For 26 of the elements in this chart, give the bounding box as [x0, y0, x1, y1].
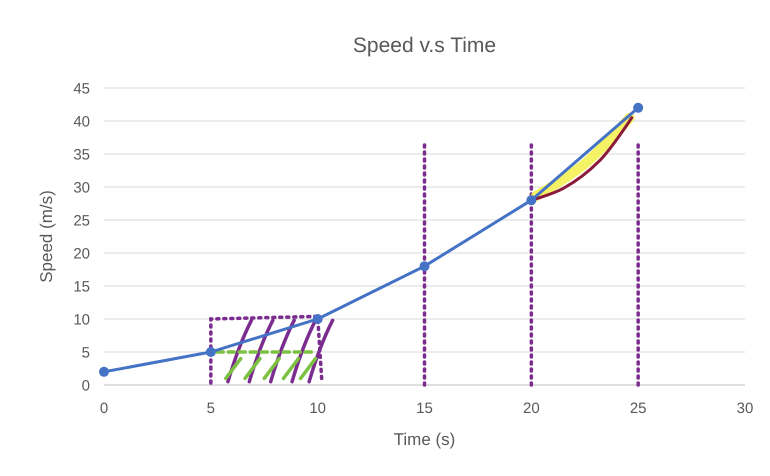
point: [206, 347, 216, 357]
chart-title: Speed v.s Time: [352, 34, 496, 57]
y-axis-title: Speed (m/s): [37, 190, 56, 283]
y-tick-label: 15: [73, 278, 90, 296]
y-tick-label: 25: [73, 212, 90, 230]
x-axis-title: Time (s): [394, 430, 456, 449]
x-tick-label: 25: [630, 400, 647, 417]
y-tick-label: 35: [73, 146, 90, 164]
y-tick-label: 20: [73, 245, 90, 262]
point: [633, 102, 644, 113]
x-tick-label: 10: [309, 400, 326, 417]
y-tick-label: 10: [73, 311, 90, 328]
y-tick-label: 30: [73, 179, 90, 196]
x-tick-label: 20: [522, 400, 540, 417]
point: [99, 366, 109, 377]
x-tick-label: 15: [416, 400, 433, 417]
x-tick-label: 0: [100, 400, 108, 417]
point: [526, 195, 536, 206]
y-tick-label: 40: [73, 113, 90, 130]
x-tick-label: 5: [206, 400, 216, 417]
point: [420, 261, 430, 272]
y-tick-label: 45: [73, 80, 90, 98]
x-tick-label: 30: [736, 400, 754, 417]
y-tick-label: 0: [82, 377, 90, 394]
y-tick-label: 5: [82, 344, 90, 362]
point: [312, 314, 323, 324]
